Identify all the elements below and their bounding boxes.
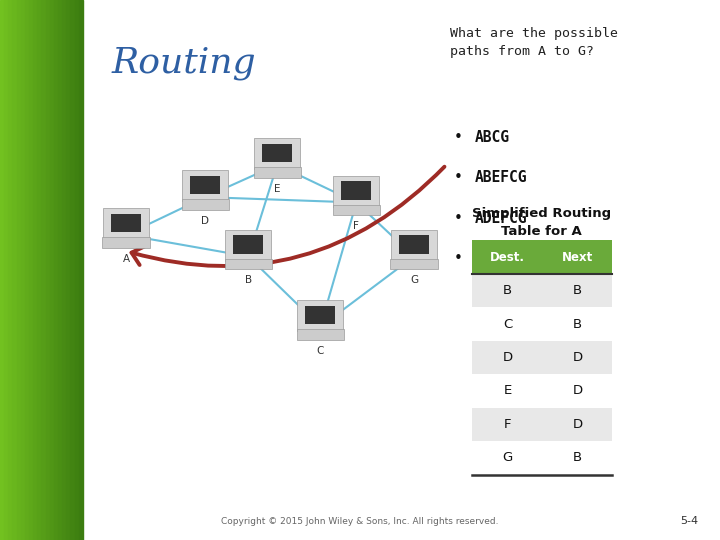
Text: D: D — [572, 384, 583, 397]
Text: B: B — [573, 451, 582, 464]
Bar — [111, 214, 141, 232]
FancyArrowPatch shape — [132, 167, 444, 266]
FancyBboxPatch shape — [297, 329, 344, 340]
Text: •: • — [454, 251, 462, 266]
Text: B: B — [573, 318, 582, 330]
Bar — [17, 0, 21, 540]
Bar — [233, 235, 264, 254]
Text: B: B — [573, 284, 582, 297]
Text: G: G — [503, 451, 513, 464]
Text: B: B — [503, 284, 512, 297]
Text: E: E — [274, 184, 281, 194]
Text: Next: Next — [562, 251, 593, 264]
Bar — [472, 274, 612, 307]
FancyBboxPatch shape — [102, 237, 150, 248]
Bar — [399, 235, 429, 254]
Bar — [472, 374, 612, 408]
Bar — [21, 0, 24, 540]
Text: B: B — [245, 275, 252, 286]
Text: ADEBCG: ADEBCG — [475, 251, 528, 266]
FancyBboxPatch shape — [181, 199, 229, 210]
Text: D: D — [572, 351, 583, 364]
FancyBboxPatch shape — [182, 170, 228, 201]
Text: C: C — [317, 346, 324, 356]
Bar — [33, 0, 37, 540]
Bar — [9, 0, 12, 540]
Bar — [472, 441, 612, 475]
Bar — [62, 0, 66, 540]
FancyBboxPatch shape — [297, 300, 343, 331]
Bar — [78, 0, 83, 540]
FancyBboxPatch shape — [333, 205, 380, 215]
Text: What are the possible
paths from A to G?: What are the possible paths from A to G? — [450, 27, 618, 58]
Bar — [305, 306, 336, 324]
Text: Routing: Routing — [112, 46, 256, 80]
Text: •: • — [454, 170, 462, 185]
Bar — [341, 181, 372, 200]
Text: E: E — [503, 384, 512, 397]
Bar — [66, 0, 71, 540]
Text: D: D — [201, 216, 210, 226]
Bar — [37, 0, 42, 540]
Text: •: • — [454, 130, 462, 145]
Bar — [262, 144, 292, 162]
Text: D: D — [503, 351, 513, 364]
Text: ABEFCG: ABEFCG — [475, 170, 528, 185]
Bar — [45, 0, 50, 540]
Text: ABCG: ABCG — [475, 130, 510, 145]
FancyBboxPatch shape — [333, 176, 379, 207]
Bar — [4, 0, 9, 540]
Bar — [54, 0, 58, 540]
FancyBboxPatch shape — [254, 138, 300, 169]
Bar — [75, 0, 78, 540]
Text: F: F — [504, 418, 511, 431]
Bar — [472, 341, 612, 374]
Text: D: D — [572, 418, 583, 431]
Bar — [58, 0, 62, 540]
Bar — [71, 0, 75, 540]
FancyBboxPatch shape — [103, 208, 149, 239]
FancyBboxPatch shape — [390, 259, 438, 269]
Bar — [472, 307, 612, 341]
Text: Simplified Routing
Table for A: Simplified Routing Table for A — [472, 207, 611, 238]
Bar — [472, 240, 612, 274]
FancyBboxPatch shape — [253, 167, 301, 178]
Bar — [50, 0, 54, 540]
Bar — [29, 0, 33, 540]
Text: ADEFCG: ADEFCG — [475, 211, 528, 226]
FancyBboxPatch shape — [225, 230, 271, 261]
FancyBboxPatch shape — [391, 230, 437, 261]
Bar — [472, 408, 612, 441]
Text: Copyright © 2015 John Wiley & Sons, Inc. All rights reserved.: Copyright © 2015 John Wiley & Sons, Inc.… — [221, 517, 499, 526]
Text: G: G — [410, 275, 418, 286]
Text: 5-4: 5-4 — [680, 516, 698, 526]
Bar — [0, 0, 4, 540]
Bar — [190, 176, 220, 194]
Bar — [12, 0, 17, 540]
Text: Dest.: Dest. — [490, 251, 525, 264]
FancyBboxPatch shape — [225, 259, 272, 269]
Text: A: A — [122, 254, 130, 264]
Bar — [24, 0, 29, 540]
Bar — [42, 0, 45, 540]
Text: F: F — [354, 221, 359, 232]
Text: •: • — [454, 211, 462, 226]
Text: C: C — [503, 318, 512, 330]
